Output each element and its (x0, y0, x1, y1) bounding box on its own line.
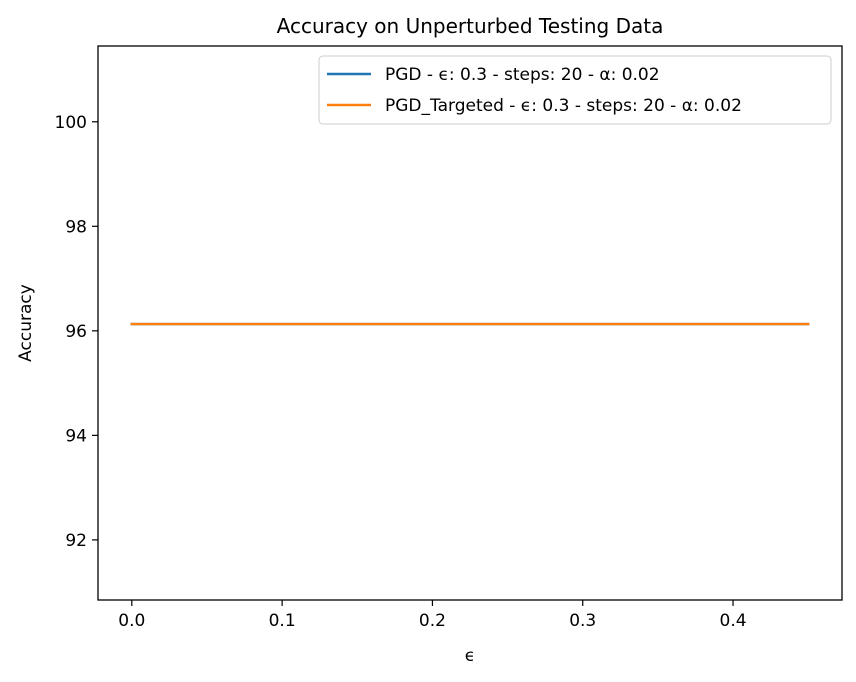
legend-label-2: PGD_Targeted - ϵ: 0.3 - steps: 20 - α: 0… (385, 96, 742, 116)
y-tick-label: 96 (65, 322, 87, 342)
legend-label-1: PGD - ϵ: 0.3 - steps: 20 - α: 0.02 (385, 65, 660, 85)
x-tick-label: 0.4 (720, 611, 747, 631)
legend: PGD - ϵ: 0.3 - steps: 20 - α: 0.02 PGD_Ta… (318, 55, 832, 125)
x-tick-label: 0.2 (419, 611, 446, 631)
x-tick-label: 0.1 (269, 611, 296, 631)
y-tick-label: 98 (65, 217, 87, 237)
x-axis-label: ϵ (465, 646, 475, 666)
y-tick-label: 100 (55, 113, 87, 133)
x-tick-label: 0.0 (118, 611, 145, 631)
chart-title: Accuracy on Unperturbed Testing Data (277, 14, 664, 38)
x-tick-label: 0.3 (569, 611, 596, 631)
y-axis: 92 94 96 98 100 (55, 113, 98, 551)
y-tick-label: 94 (65, 426, 87, 446)
plot-area-frame (97, 45, 843, 601)
x-axis: 0.0 0.1 0.2 0.3 0.4 (118, 600, 747, 631)
y-tick-label: 92 (65, 531, 87, 551)
legend-box (318, 55, 832, 125)
y-axis-label: Accuracy (16, 284, 36, 362)
